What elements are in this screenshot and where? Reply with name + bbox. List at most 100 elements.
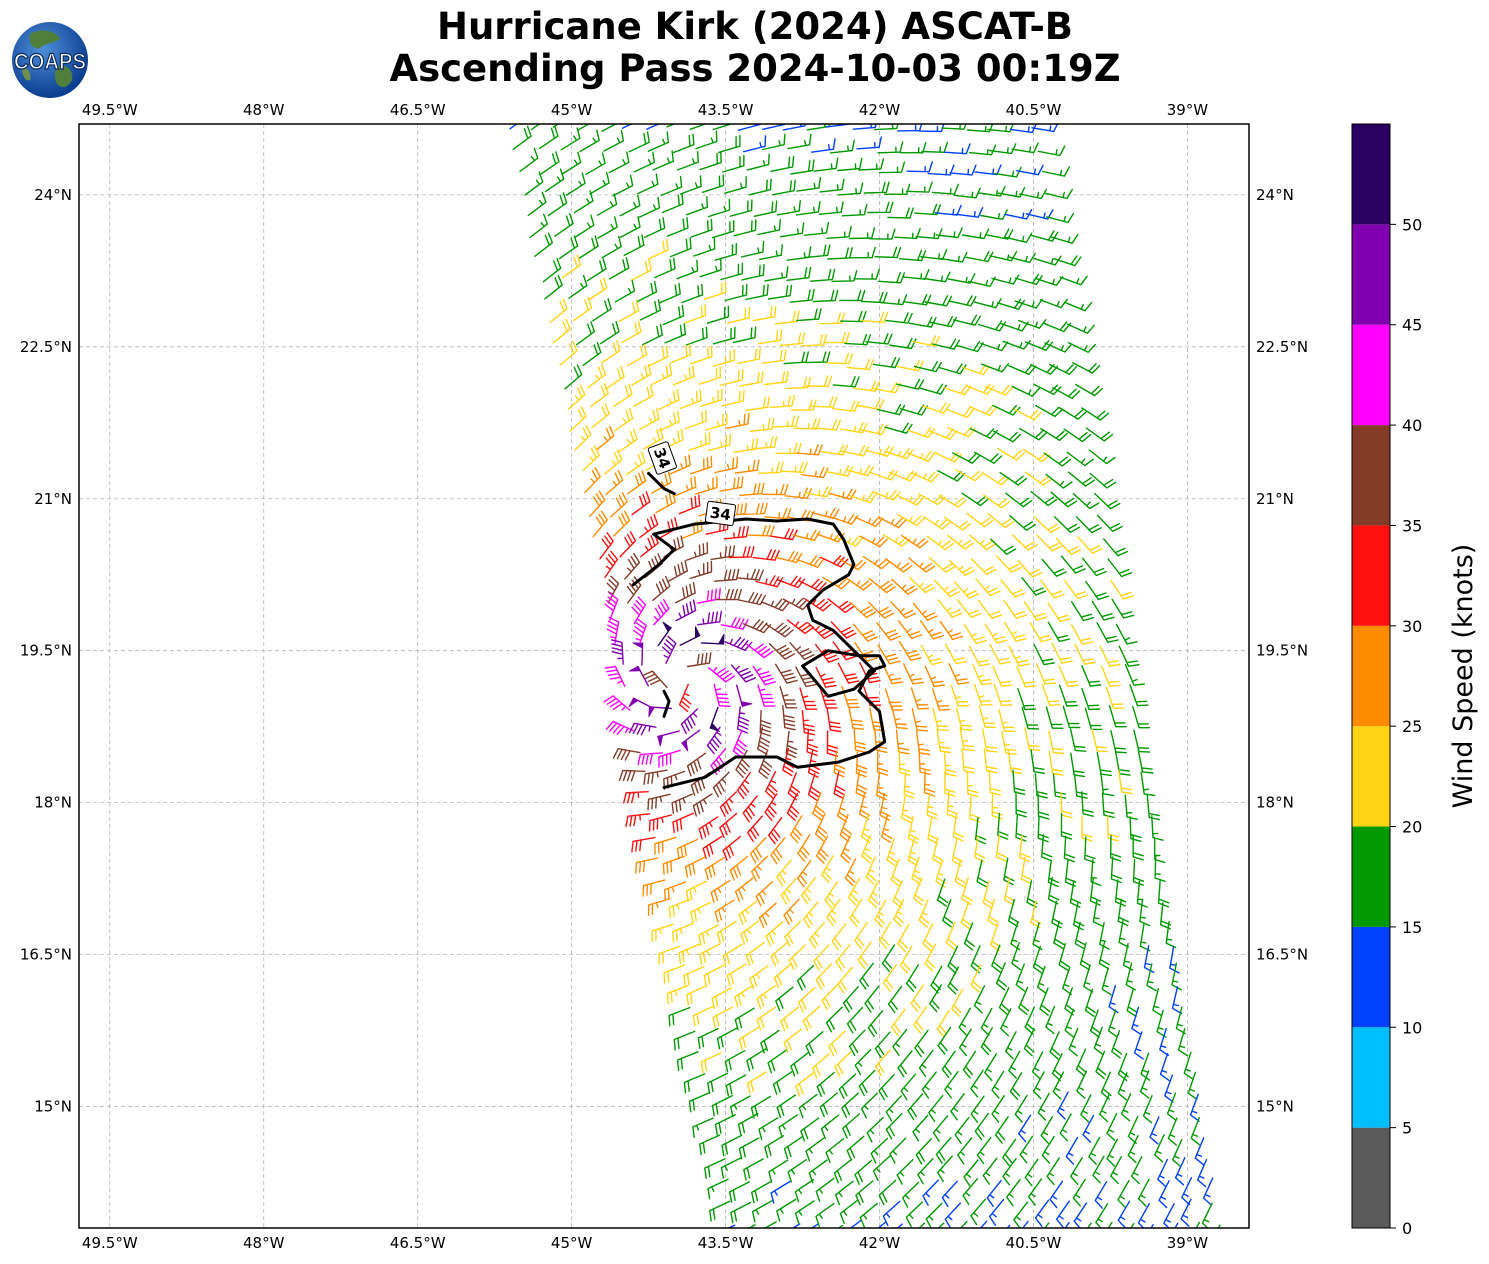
wind-barb bbox=[671, 922, 694, 943]
wind-barb bbox=[706, 305, 730, 324]
colorbar-frame bbox=[1351, 123, 1391, 1229]
wind-barb bbox=[749, 965, 769, 990]
wind-barb bbox=[774, 310, 800, 325]
wind-barb-pennant bbox=[717, 633, 725, 645]
wind-barb bbox=[949, 164, 977, 176]
wind-barb bbox=[828, 1030, 846, 1057]
wind-barb bbox=[977, 320, 1007, 332]
wind-barb bbox=[676, 838, 699, 860]
wind-barb bbox=[1107, 558, 1133, 578]
wind-barb bbox=[783, 1135, 804, 1160]
wind-barb bbox=[1157, 880, 1170, 908]
wind-barb bbox=[1039, 298, 1068, 309]
colorbar-bin bbox=[1352, 826, 1390, 927]
wind-barb bbox=[549, 298, 568, 324]
wind-barb bbox=[865, 445, 894, 457]
wind-barb bbox=[587, 364, 607, 389]
wind-barb bbox=[955, 707, 973, 731]
wind-barb bbox=[674, 582, 696, 604]
wind-barb bbox=[903, 663, 924, 685]
contour-line bbox=[662, 689, 671, 718]
lon-tick-label-top: 39°W bbox=[1167, 101, 1209, 119]
wind-barb bbox=[608, 257, 630, 280]
wind-barb bbox=[1077, 536, 1103, 554]
wind-barb bbox=[707, 433, 731, 452]
wind-barb bbox=[825, 1138, 845, 1163]
wind-barb bbox=[968, 645, 991, 667]
wind-barb bbox=[1122, 942, 1134, 971]
wind-barb bbox=[865, 856, 877, 885]
wind-barb bbox=[1068, 1028, 1079, 1057]
lat-tick-label-right: 24°N bbox=[1256, 186, 1294, 204]
wind-barb bbox=[789, 288, 815, 303]
wind-barb bbox=[527, 191, 547, 217]
wind-barb bbox=[1106, 1112, 1118, 1141]
wind-barb bbox=[955, 469, 984, 482]
wind-barb bbox=[529, 213, 549, 239]
wind-barb bbox=[937, 1155, 953, 1183]
wind-barb bbox=[790, 159, 815, 175]
wind-barb bbox=[1099, 922, 1110, 950]
wind-barb bbox=[775, 442, 802, 455]
wind-barb bbox=[886, 838, 898, 867]
wind-barb bbox=[1045, 1006, 1056, 1035]
wind-barb bbox=[633, 151, 655, 173]
wind-barb bbox=[662, 192, 684, 214]
wind-barb bbox=[1036, 965, 1047, 994]
wind-barb bbox=[1076, 1070, 1088, 1099]
wind-barb bbox=[819, 1092, 838, 1118]
wind-barb bbox=[879, 793, 891, 821]
wind-barb bbox=[693, 237, 716, 257]
wind-barb bbox=[986, 1179, 1002, 1208]
wind-barb bbox=[1005, 492, 1033, 508]
wind-barb bbox=[764, 793, 778, 821]
wind-barb bbox=[991, 793, 1003, 820]
wind-barb bbox=[1117, 1179, 1130, 1208]
colorbar-tick-label: 30 bbox=[1402, 617, 1422, 636]
wind-barb bbox=[787, 772, 801, 801]
wind-barb bbox=[1028, 1178, 1043, 1206]
wind-barb bbox=[912, 1114, 929, 1142]
colorbar-tick-label: 20 bbox=[1402, 818, 1422, 837]
contour-label: 34 bbox=[647, 441, 677, 475]
wind-barb bbox=[910, 687, 930, 710]
wind-barb bbox=[991, 944, 1003, 973]
wind-barb bbox=[892, 1028, 908, 1056]
wind-barb bbox=[839, 310, 867, 323]
wind-barb bbox=[712, 220, 735, 239]
wind-barb bbox=[900, 795, 913, 824]
wind-barb bbox=[1110, 729, 1127, 754]
contour-line bbox=[801, 649, 876, 698]
wind-barb bbox=[1021, 706, 1040, 730]
wind-barb bbox=[1124, 664, 1145, 686]
colorbar-tick-label: 45 bbox=[1402, 316, 1422, 335]
colorbar-bin bbox=[1352, 224, 1390, 325]
wind-barb bbox=[957, 599, 982, 618]
wind-barb bbox=[944, 770, 956, 797]
wind-barb bbox=[746, 1071, 767, 1095]
wind-barb bbox=[747, 1224, 756, 1228]
wind-barb bbox=[675, 599, 697, 622]
wind-barb bbox=[1030, 230, 1059, 242]
wind-barb bbox=[723, 525, 749, 540]
wind-barb bbox=[934, 204, 962, 216]
wind-barb bbox=[712, 1006, 734, 1029]
wind-barb bbox=[1117, 1200, 1131, 1228]
wind-barb bbox=[1058, 406, 1087, 420]
wind-barb bbox=[896, 513, 925, 527]
wind-barb bbox=[700, 388, 723, 407]
wind-barb bbox=[759, 709, 772, 737]
wind-barb bbox=[582, 445, 600, 472]
wind-barb bbox=[715, 588, 742, 601]
wind-barb bbox=[837, 794, 849, 823]
wind-barb bbox=[1067, 341, 1096, 353]
colorbar-bin bbox=[1352, 1027, 1390, 1128]
wind-barb bbox=[790, 399, 817, 411]
wind-barb bbox=[774, 550, 803, 564]
wind-barb-pennant bbox=[657, 734, 664, 747]
wind-barb bbox=[936, 878, 949, 907]
wind-barb bbox=[878, 161, 906, 174]
wind-barb bbox=[816, 1071, 835, 1097]
wind-barb-pennant bbox=[628, 665, 641, 672]
wind-barb bbox=[640, 532, 659, 558]
